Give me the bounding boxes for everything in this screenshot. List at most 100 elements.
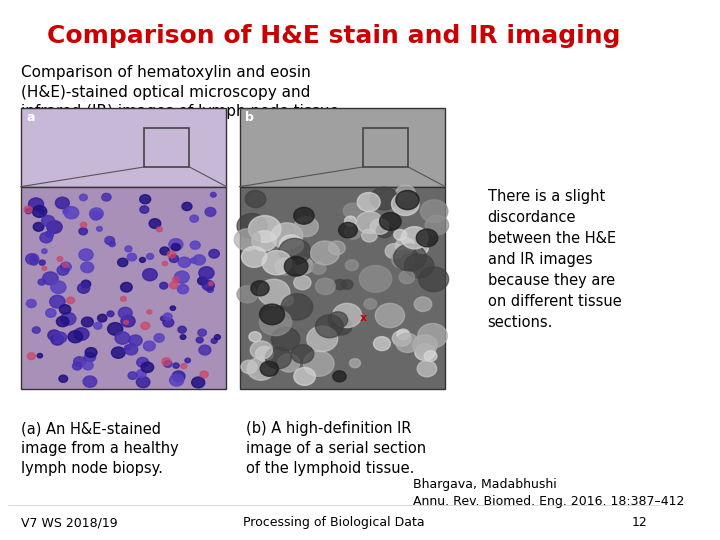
Circle shape — [42, 215, 55, 226]
Circle shape — [172, 371, 185, 382]
Circle shape — [294, 275, 311, 290]
Circle shape — [341, 280, 353, 289]
Circle shape — [247, 357, 275, 380]
Bar — [240, 187, 445, 389]
Circle shape — [307, 326, 338, 352]
Circle shape — [140, 206, 149, 213]
Circle shape — [124, 320, 128, 324]
Circle shape — [330, 318, 352, 335]
Circle shape — [140, 258, 145, 262]
Text: V7 WS 2018/19: V7 WS 2018/19 — [21, 516, 117, 529]
Circle shape — [338, 222, 357, 238]
Circle shape — [162, 358, 171, 366]
Circle shape — [392, 250, 414, 268]
Circle shape — [56, 316, 69, 327]
Circle shape — [174, 271, 189, 283]
Circle shape — [396, 333, 419, 353]
Circle shape — [136, 376, 150, 388]
Circle shape — [379, 213, 401, 231]
Circle shape — [256, 347, 274, 361]
Circle shape — [40, 232, 53, 243]
Circle shape — [260, 361, 279, 376]
Bar — [240, 108, 445, 187]
Circle shape — [96, 226, 102, 231]
Circle shape — [167, 251, 176, 258]
Circle shape — [425, 215, 449, 235]
Circle shape — [258, 279, 290, 306]
Circle shape — [210, 192, 216, 197]
Circle shape — [79, 228, 87, 235]
Circle shape — [294, 217, 318, 237]
Circle shape — [57, 266, 69, 275]
Circle shape — [414, 297, 432, 312]
Text: (a) An H&E-stained
image from a healthy
lymph node biopsy.: (a) An H&E-stained image from a healthy … — [21, 421, 179, 476]
Circle shape — [178, 326, 186, 333]
Circle shape — [259, 309, 292, 336]
Circle shape — [199, 345, 211, 355]
Circle shape — [42, 266, 47, 271]
Circle shape — [137, 369, 146, 377]
Circle shape — [190, 215, 199, 222]
Text: Comparison of H&E stain and IR imaging: Comparison of H&E stain and IR imaging — [48, 24, 621, 48]
Circle shape — [197, 337, 203, 343]
Circle shape — [356, 212, 383, 233]
Circle shape — [60, 313, 76, 325]
Circle shape — [42, 249, 47, 253]
Circle shape — [112, 347, 125, 358]
Circle shape — [83, 361, 93, 370]
Circle shape — [117, 258, 127, 267]
Circle shape — [24, 206, 32, 213]
Circle shape — [128, 372, 138, 380]
Circle shape — [416, 229, 438, 247]
Text: There is a slight
discordance
between the H&E
and IR images
because they are
on : There is a slight discordance between th… — [487, 189, 621, 330]
Circle shape — [91, 211, 102, 220]
Circle shape — [73, 357, 86, 367]
Circle shape — [328, 312, 348, 328]
Circle shape — [275, 258, 296, 275]
Circle shape — [417, 244, 428, 254]
Circle shape — [179, 257, 191, 267]
Circle shape — [396, 185, 415, 201]
Circle shape — [177, 285, 189, 294]
Circle shape — [252, 231, 276, 251]
Circle shape — [413, 335, 437, 355]
Circle shape — [147, 310, 152, 314]
Circle shape — [417, 361, 437, 377]
Circle shape — [48, 330, 60, 340]
Circle shape — [248, 215, 281, 242]
Circle shape — [149, 219, 161, 228]
Circle shape — [190, 241, 200, 249]
Circle shape — [81, 222, 86, 227]
Bar — [21, 187, 227, 389]
Circle shape — [395, 238, 415, 254]
Circle shape — [25, 208, 32, 214]
Circle shape — [32, 327, 40, 333]
Circle shape — [47, 221, 62, 233]
Circle shape — [418, 323, 447, 348]
Circle shape — [377, 225, 392, 238]
Circle shape — [42, 272, 58, 285]
Circle shape — [121, 315, 135, 327]
Circle shape — [162, 261, 168, 266]
Circle shape — [197, 277, 207, 285]
Text: Processing of Biological Data: Processing of Biological Data — [243, 516, 425, 529]
Circle shape — [328, 241, 345, 255]
Circle shape — [294, 207, 314, 224]
Circle shape — [315, 315, 343, 338]
Circle shape — [419, 267, 449, 292]
Circle shape — [399, 271, 415, 284]
Circle shape — [94, 322, 102, 329]
Circle shape — [357, 193, 380, 212]
Circle shape — [303, 351, 334, 376]
Circle shape — [284, 256, 308, 276]
Circle shape — [211, 339, 217, 343]
Circle shape — [85, 348, 97, 357]
Circle shape — [59, 375, 68, 382]
Circle shape — [163, 318, 174, 327]
Text: a: a — [26, 111, 35, 124]
Circle shape — [74, 328, 89, 340]
Circle shape — [271, 327, 300, 351]
Circle shape — [245, 191, 266, 207]
Circle shape — [51, 281, 66, 293]
Circle shape — [291, 345, 314, 363]
